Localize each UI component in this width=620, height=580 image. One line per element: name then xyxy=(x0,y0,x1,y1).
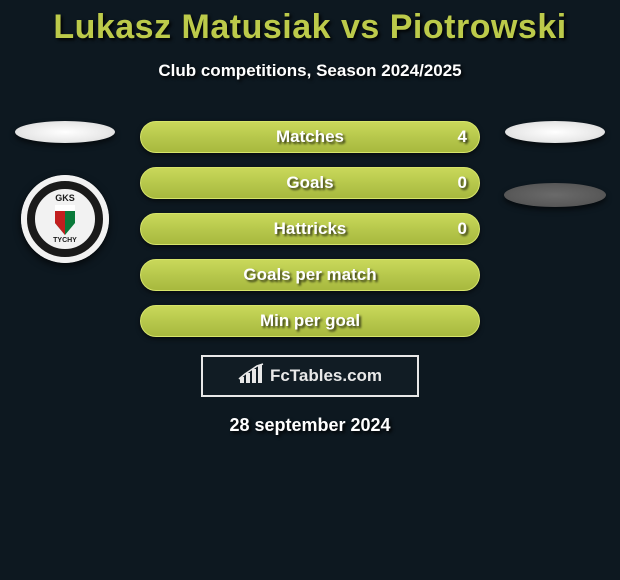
stat-bar-goals: Goals 0 xyxy=(140,167,480,199)
chart-bars-icon xyxy=(238,363,264,390)
right-club-pill xyxy=(504,183,606,207)
stat-right-value: 4 xyxy=(458,127,467,147)
date-stamp: 28 september 2024 xyxy=(0,415,620,436)
stat-bar-goals-per-match: Goals per match xyxy=(140,259,480,291)
subtitle: Club competitions, Season 2024/2025 xyxy=(0,61,620,81)
stat-label: Goals per match xyxy=(243,265,376,285)
page-title: Lukasz Matusiak vs Piotrowski xyxy=(0,8,620,47)
stat-right-value: 0 xyxy=(458,219,467,239)
svg-text:TYCHY: TYCHY xyxy=(53,237,77,244)
stat-right-value: 0 xyxy=(458,173,467,193)
watermark: FcTables.com xyxy=(201,355,419,397)
stat-bar-hattricks: Hattricks 0 xyxy=(140,213,480,245)
h2h-infographic: Lukasz Matusiak vs Piotrowski Club compe… xyxy=(0,0,620,436)
right-player-column xyxy=(500,121,610,207)
left-player-name-pill xyxy=(15,121,115,143)
watermark-text: FcTables.com xyxy=(270,366,382,386)
stat-label: Goals xyxy=(286,173,333,193)
stat-label: Matches xyxy=(276,127,344,147)
stat-bar-matches: Matches 4 xyxy=(140,121,480,153)
stat-bar-min-per-goal: Min per goal xyxy=(140,305,480,337)
svg-text:GKS: GKS xyxy=(55,193,75,203)
left-club-crest: GKS TYCHY xyxy=(21,175,109,263)
stat-bars: Matches 4 Goals 0 Hattricks 0 Goals per … xyxy=(140,121,480,337)
comparison-row: GKS TYCHY Matches 4 Goals 0 xyxy=(0,121,620,337)
stat-label: Hattricks xyxy=(274,219,347,239)
left-player-column: GKS TYCHY xyxy=(10,121,120,263)
stat-label: Min per goal xyxy=(260,311,360,331)
right-player-name-pill xyxy=(505,121,605,143)
